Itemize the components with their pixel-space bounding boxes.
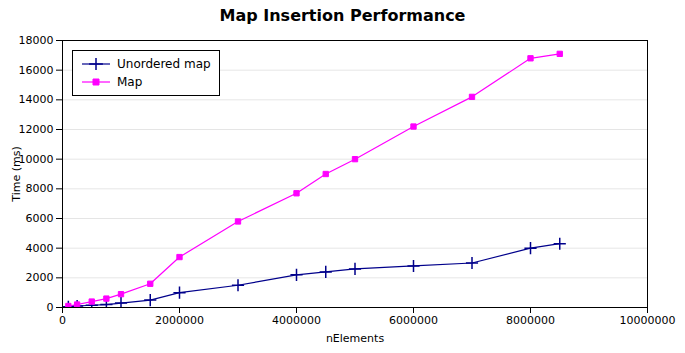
html-text:Unordered map: Unordered map	[117, 57, 211, 71]
svg-text:0: 0	[59, 314, 66, 327]
svg-text:8000000: 8000000	[506, 314, 555, 327]
html-text:Map: Map	[117, 75, 143, 89]
svg-text:16000: 16000	[19, 64, 54, 77]
svg-text:Time (ms): Time (ms)	[10, 146, 23, 202]
svg-text:2000000: 2000000	[155, 314, 204, 327]
svg-text:10000: 10000	[19, 153, 54, 166]
svg-text:0: 0	[47, 301, 54, 314]
svg-text:4000: 4000	[26, 242, 54, 255]
svg-text:6000: 6000	[26, 212, 54, 225]
svg-text:4000000: 4000000	[272, 314, 321, 327]
svg-text:8000: 8000	[26, 182, 54, 195]
svg-text:10000000: 10000000	[620, 314, 676, 327]
svg-text:nElements: nElements	[326, 332, 385, 345]
svg-text:14000: 14000	[19, 93, 54, 106]
svg-text:18000: 18000	[19, 34, 54, 47]
svg-text:6000000: 6000000	[389, 314, 438, 327]
html-text:Map Insertion Performance: Map Insertion Performance	[219, 6, 466, 25]
svg-text:12000: 12000	[19, 123, 54, 136]
svg-text:2000: 2000	[26, 271, 54, 284]
